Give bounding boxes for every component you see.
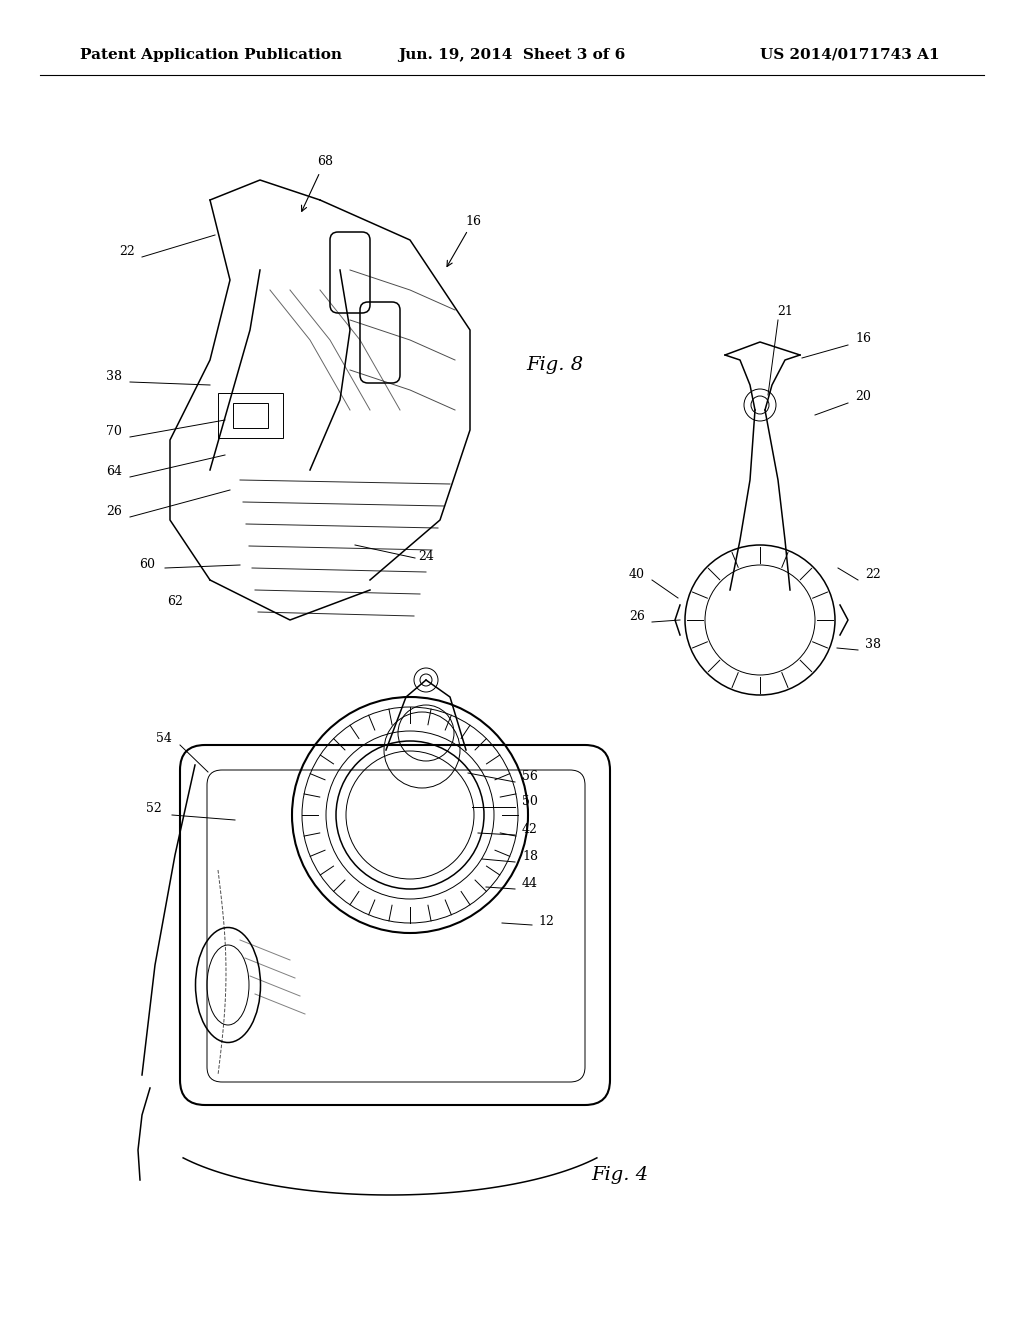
Text: Jun. 19, 2014  Sheet 3 of 6: Jun. 19, 2014 Sheet 3 of 6 [398,48,626,62]
Text: 68: 68 [317,154,333,168]
Text: 38: 38 [106,370,122,383]
Text: 26: 26 [629,610,645,623]
Text: 60: 60 [139,558,155,572]
Text: 50: 50 [522,795,538,808]
Text: 18: 18 [522,850,538,863]
Text: 38: 38 [865,638,881,651]
Text: US 2014/0171743 A1: US 2014/0171743 A1 [761,48,940,62]
Text: Fig. 4: Fig. 4 [592,1166,648,1184]
Text: 16: 16 [855,333,871,345]
Text: 22: 22 [119,246,135,257]
Text: 26: 26 [106,506,122,517]
Text: Fig. 8: Fig. 8 [526,356,584,374]
Text: Patent Application Publication: Patent Application Publication [80,48,342,62]
Text: 21: 21 [777,305,793,318]
Text: 42: 42 [522,822,538,836]
Text: 22: 22 [865,568,881,581]
Text: 52: 52 [146,803,162,814]
Text: 62: 62 [167,595,183,609]
Text: 70: 70 [106,425,122,438]
Text: 24: 24 [418,550,434,564]
Text: 40: 40 [629,568,645,581]
Text: 44: 44 [522,876,538,890]
Text: 54: 54 [156,733,172,744]
Text: 64: 64 [106,465,122,478]
Text: 12: 12 [538,915,554,928]
Text: 56: 56 [522,770,538,783]
Text: 20: 20 [855,389,870,403]
Text: 16: 16 [465,215,481,228]
